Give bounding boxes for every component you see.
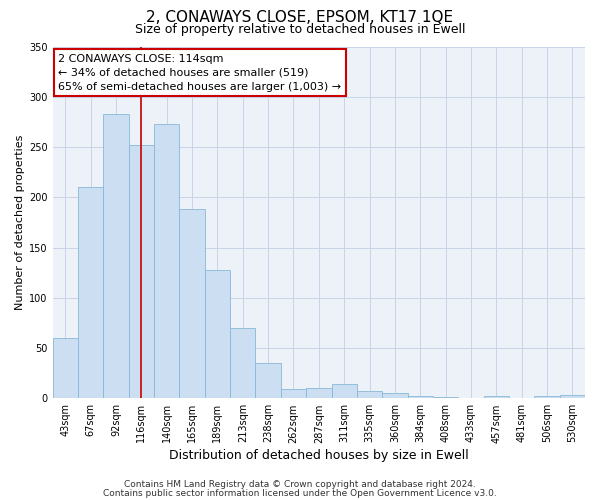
Text: 2 CONAWAYS CLOSE: 114sqm
← 34% of detached houses are smaller (519)
65% of semi-: 2 CONAWAYS CLOSE: 114sqm ← 34% of detach… — [58, 54, 341, 92]
Bar — [78, 187, 103, 398]
Text: Contains HM Land Registry data © Crown copyright and database right 2024.: Contains HM Land Registry data © Crown c… — [124, 480, 476, 489]
Bar — [154, 124, 179, 398]
Bar — [560, 396, 585, 398]
Bar — [306, 388, 332, 398]
Bar — [484, 396, 509, 398]
Bar — [53, 338, 78, 398]
X-axis label: Distribution of detached houses by size in Ewell: Distribution of detached houses by size … — [169, 450, 469, 462]
Bar — [357, 392, 382, 398]
Bar — [129, 145, 154, 399]
Bar — [179, 210, 205, 398]
Bar — [382, 394, 407, 398]
Bar — [256, 363, 281, 398]
Y-axis label: Number of detached properties: Number of detached properties — [15, 134, 25, 310]
Text: Size of property relative to detached houses in Ewell: Size of property relative to detached ho… — [135, 22, 465, 36]
Text: 2, CONAWAYS CLOSE, EPSOM, KT17 1QE: 2, CONAWAYS CLOSE, EPSOM, KT17 1QE — [146, 10, 454, 25]
Bar — [230, 328, 256, 398]
Bar — [205, 270, 230, 398]
Bar — [535, 396, 560, 398]
Bar — [407, 396, 433, 398]
Text: Contains public sector information licensed under the Open Government Licence v3: Contains public sector information licen… — [103, 488, 497, 498]
Bar — [281, 390, 306, 398]
Bar — [103, 114, 129, 399]
Bar — [332, 384, 357, 398]
